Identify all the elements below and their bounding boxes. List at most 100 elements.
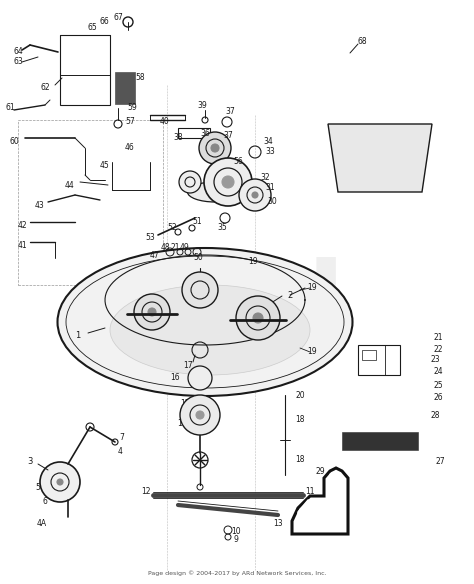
Bar <box>18 120 163 285</box>
Text: Page design © 2004-2017 by ARd Network Services, Inc.: Page design © 2004-2017 by ARd Network S… <box>148 570 326 576</box>
Circle shape <box>134 294 170 330</box>
Circle shape <box>204 158 252 206</box>
Text: 41: 41 <box>17 241 27 249</box>
Circle shape <box>236 296 280 340</box>
Text: 1: 1 <box>75 331 81 339</box>
Text: 47: 47 <box>150 251 160 259</box>
Text: 3: 3 <box>27 457 33 467</box>
Circle shape <box>222 176 234 188</box>
Text: 13: 13 <box>273 519 283 527</box>
Text: 19: 19 <box>307 283 317 293</box>
Text: 19: 19 <box>248 258 258 266</box>
Text: 37: 37 <box>225 107 235 116</box>
Text: 25: 25 <box>433 381 443 390</box>
Text: 5: 5 <box>36 482 40 492</box>
Text: 46: 46 <box>125 144 135 152</box>
Text: 35: 35 <box>217 223 227 231</box>
Text: 56: 56 <box>233 158 243 166</box>
Bar <box>358 345 400 375</box>
Text: 31: 31 <box>265 183 275 193</box>
Text: 44: 44 <box>65 180 75 189</box>
Text: ARd: ARd <box>94 256 346 363</box>
Text: 7: 7 <box>119 433 125 442</box>
Circle shape <box>239 179 271 211</box>
Text: 15: 15 <box>180 398 190 408</box>
Text: 52: 52 <box>167 223 177 231</box>
Text: 10: 10 <box>231 527 241 537</box>
Circle shape <box>252 192 258 198</box>
Text: 26: 26 <box>433 394 443 402</box>
Text: 21: 21 <box>433 333 443 342</box>
Text: 43: 43 <box>35 200 45 210</box>
Bar <box>342 432 418 450</box>
Text: 55: 55 <box>188 173 198 182</box>
Text: 23: 23 <box>430 356 440 364</box>
Text: 36: 36 <box>200 130 210 138</box>
Text: 22: 22 <box>433 346 443 354</box>
Circle shape <box>179 171 201 193</box>
Circle shape <box>123 17 133 27</box>
Text: 14: 14 <box>177 419 187 427</box>
Circle shape <box>40 462 80 502</box>
Text: 37: 37 <box>223 131 233 141</box>
Text: 59: 59 <box>127 103 137 113</box>
Text: 19: 19 <box>307 347 317 356</box>
Circle shape <box>180 395 220 435</box>
Bar <box>178 128 210 138</box>
Text: 27: 27 <box>435 457 445 467</box>
Ellipse shape <box>110 285 310 375</box>
Text: 18: 18 <box>295 415 305 425</box>
Text: 4: 4 <box>118 447 122 457</box>
Text: 38: 38 <box>173 134 183 142</box>
Text: 34: 34 <box>263 137 273 147</box>
Text: 12: 12 <box>141 488 151 496</box>
Text: 4A: 4A <box>37 520 47 529</box>
Text: 61: 61 <box>5 103 15 113</box>
Polygon shape <box>298 474 342 528</box>
Text: 66: 66 <box>99 18 109 26</box>
Bar <box>362 350 376 360</box>
Text: 57: 57 <box>125 117 135 127</box>
Text: 62: 62 <box>40 84 50 92</box>
Text: 21: 21 <box>170 244 180 252</box>
Text: 2: 2 <box>287 290 292 300</box>
Text: 63: 63 <box>13 57 23 67</box>
Text: 68: 68 <box>357 37 367 47</box>
Circle shape <box>199 132 231 164</box>
Text: 51: 51 <box>192 217 202 227</box>
Circle shape <box>182 272 218 308</box>
Text: 24: 24 <box>433 367 443 377</box>
Text: 9: 9 <box>234 534 238 544</box>
Text: 17: 17 <box>183 360 193 370</box>
Text: 39: 39 <box>197 100 207 110</box>
Circle shape <box>148 308 156 316</box>
Text: 49: 49 <box>180 244 190 252</box>
Text: 32: 32 <box>260 173 270 182</box>
Circle shape <box>253 313 263 323</box>
Circle shape <box>188 366 212 390</box>
Bar <box>115 72 135 104</box>
Ellipse shape <box>57 248 353 396</box>
Circle shape <box>57 479 63 485</box>
Text: 64: 64 <box>13 47 23 57</box>
Text: 42: 42 <box>17 221 27 230</box>
Circle shape <box>211 144 219 152</box>
Text: 20: 20 <box>295 391 305 399</box>
Text: 67: 67 <box>113 13 123 23</box>
Text: 33: 33 <box>265 148 275 157</box>
Text: 18: 18 <box>295 456 305 464</box>
Text: 30: 30 <box>267 197 277 207</box>
Circle shape <box>196 411 204 419</box>
Text: 53: 53 <box>145 234 155 242</box>
Bar <box>60 35 110 105</box>
Text: 45: 45 <box>100 161 110 169</box>
Text: 58: 58 <box>135 74 145 82</box>
Text: 16: 16 <box>170 374 180 383</box>
Text: 60: 60 <box>9 137 19 147</box>
Text: 54: 54 <box>185 186 195 194</box>
Text: 50: 50 <box>193 253 203 262</box>
Text: 28: 28 <box>430 411 440 419</box>
Polygon shape <box>328 124 432 192</box>
Text: 29: 29 <box>315 468 325 477</box>
Text: 6: 6 <box>43 498 47 506</box>
